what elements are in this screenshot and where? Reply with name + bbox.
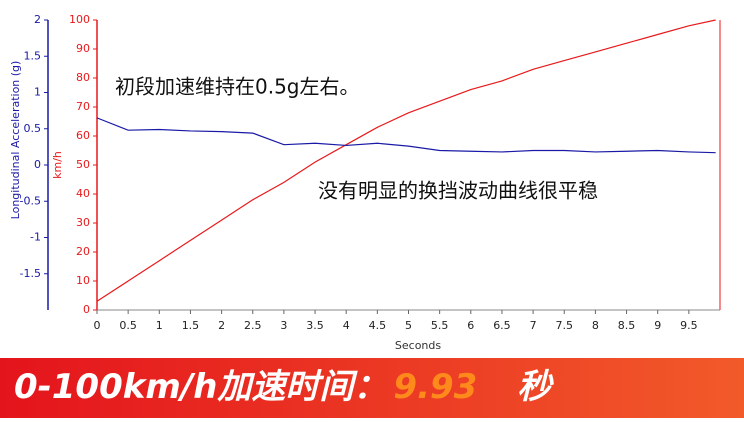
x-tick-label: 8 bbox=[592, 319, 599, 332]
x-axis-label: Seconds bbox=[395, 339, 441, 352]
chart-background bbox=[0, 0, 744, 358]
x-tick-label: 9.5 bbox=[680, 319, 698, 332]
y-tick-label: 10 bbox=[76, 274, 90, 287]
y2-tick-label: 2 bbox=[34, 13, 41, 26]
banner-unit: 秒 bbox=[517, 367, 554, 407]
banner-text: 0-100km/h加速时间： 9.93 秒 bbox=[14, 367, 554, 407]
x-tick-label: 7 bbox=[530, 319, 537, 332]
x-tick-label: 0.5 bbox=[119, 319, 137, 332]
y2-tick-label: -1.5 bbox=[20, 267, 41, 280]
x-tick-label: 1.5 bbox=[182, 319, 200, 332]
x-tick-label: 8.5 bbox=[618, 319, 636, 332]
y-tick-label: 20 bbox=[76, 245, 90, 258]
y-axis-label: km/h bbox=[51, 151, 64, 179]
y2-tick-label: 0 bbox=[34, 158, 41, 171]
x-tick-label: 3 bbox=[280, 319, 287, 332]
y-tick-label: 40 bbox=[76, 187, 90, 200]
x-tick-label: 1 bbox=[156, 319, 163, 332]
x-tick-label: 5 bbox=[405, 319, 412, 332]
x-tick-label: 4.5 bbox=[369, 319, 387, 332]
x-tick-label: 0 bbox=[94, 319, 101, 332]
y2-axis-label: Longitudinal Acceleration (g) bbox=[9, 61, 22, 220]
x-tick-label: 9 bbox=[654, 319, 661, 332]
y-tick-label: 60 bbox=[76, 129, 90, 142]
y-tick-label: 100 bbox=[69, 13, 90, 26]
y2-tick-label: 1 bbox=[34, 86, 41, 99]
x-tick-label: 5.5 bbox=[431, 319, 449, 332]
x-tick-label: 6 bbox=[467, 319, 474, 332]
y2-tick-label: 1.5 bbox=[24, 49, 42, 62]
x-tick-label: 6.5 bbox=[493, 319, 511, 332]
y-tick-label: 90 bbox=[76, 42, 90, 55]
x-tick-label: 2.5 bbox=[244, 319, 262, 332]
series-line bbox=[96, 19, 716, 302]
y-tick-label: 80 bbox=[76, 71, 90, 84]
banner-background bbox=[0, 358, 744, 418]
annotation: 没有明显的换挡波动曲线很平稳 bbox=[318, 179, 598, 203]
series-line bbox=[96, 117, 716, 154]
banner-prefix: 0-100km/h加速时间： bbox=[14, 367, 387, 407]
y-tick-label: 0 bbox=[83, 303, 90, 316]
y-tick-label: 70 bbox=[76, 100, 90, 113]
y2-tick-label: -1 bbox=[30, 231, 41, 244]
banner-time: 9.93 bbox=[393, 367, 477, 407]
x-tick-label: 2 bbox=[218, 319, 225, 332]
y-tick-label: 50 bbox=[76, 158, 90, 171]
y2-tick-label: -0.5 bbox=[20, 194, 41, 207]
x-tick-label: 7.5 bbox=[556, 319, 574, 332]
annotation: 初段加速维持在0.5g左右。 bbox=[115, 75, 360, 99]
y2-tick-label: 0.5 bbox=[24, 122, 42, 135]
x-tick-label: 3.5 bbox=[306, 319, 324, 332]
y-tick-label: 30 bbox=[76, 216, 90, 229]
x-tick-label: 4 bbox=[343, 319, 350, 332]
